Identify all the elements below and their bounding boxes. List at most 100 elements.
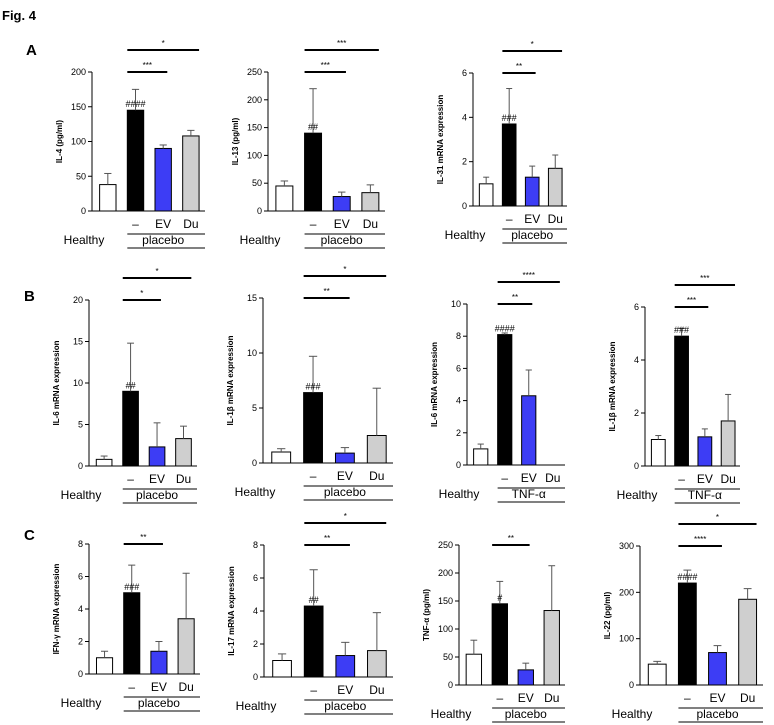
bar [335, 655, 356, 678]
y-tick-label: 0 [78, 461, 83, 471]
category-label: EV [149, 472, 165, 486]
significance-mark: #### [125, 99, 145, 109]
bar [95, 657, 114, 675]
y-tick-label: 15 [73, 337, 83, 347]
group-label-treatment: placebo [136, 488, 178, 502]
significance-label: *** [337, 39, 346, 48]
group-label-treatment: placebo [511, 228, 553, 242]
bar [126, 109, 145, 212]
bar [361, 192, 380, 212]
chart-7: 0 2 4 6 IL-1β mRNA expression ### – EV Du *** *** H… [608, 274, 740, 504]
y-tick-label: 6 [634, 302, 639, 312]
group-label-treatment: placebo [324, 485, 366, 499]
bar [708, 652, 727, 686]
bar [465, 653, 483, 686]
y-tick-label: 15 [247, 293, 257, 303]
category-label: Du [545, 471, 560, 485]
category-label: – [684, 691, 691, 705]
panel-label-a: A [26, 42, 37, 59]
y-axis-label: IL-6 mRNA expression [430, 342, 439, 427]
bar [650, 439, 666, 467]
y-tick-label: 6 [78, 572, 83, 582]
bar [497, 334, 513, 466]
bar [491, 603, 508, 686]
category-label: Du [369, 683, 384, 697]
bar [543, 610, 560, 686]
y-tick-label: 2 [253, 639, 258, 649]
y-tick-label: 4 [634, 355, 639, 365]
y-tick-label: 20 [73, 295, 83, 305]
y-tick-label: 50 [443, 652, 453, 662]
bar [674, 335, 689, 467]
group-label-healthy: Healthy [64, 233, 105, 247]
category-label: EV [334, 217, 350, 231]
y-tick-label: 4 [78, 604, 83, 614]
significance-label: **** [523, 271, 535, 280]
bar [547, 167, 563, 207]
y-tick-label: 200 [619, 587, 634, 597]
significance-mark: ### [124, 582, 139, 592]
significance-label: * [162, 39, 165, 48]
significance-mark: #### [677, 572, 697, 582]
y-tick-label: 200 [71, 67, 86, 77]
bar [154, 147, 172, 212]
y-tick-label: 150 [438, 596, 453, 606]
category-label: Du [183, 217, 198, 231]
chart-10: 0 50 100 150 200 250 TNF-α (pg/ml) # – EV Du ** Heal… [422, 534, 565, 723]
bar [334, 452, 355, 464]
category-label: Du [363, 217, 378, 231]
category-label: Du [178, 680, 193, 694]
y-tick-label: 8 [253, 540, 258, 550]
group-label-treatment: TNF-α [688, 488, 722, 502]
category-label: – [506, 212, 513, 226]
group-label-healthy: Healthy [235, 485, 276, 499]
bar [95, 458, 113, 467]
y-tick-label: 0 [448, 680, 453, 690]
y-tick-label: 50 [252, 178, 262, 188]
significance-label: * [716, 513, 719, 522]
category-label: – [310, 683, 317, 697]
y-tick-label: 100 [619, 634, 634, 644]
category-label: – [501, 471, 508, 485]
y-tick-label: 0 [252, 458, 257, 468]
bar [677, 582, 697, 686]
bar [367, 650, 387, 678]
y-tick-label: 0 [629, 680, 634, 690]
category-label: EV [709, 691, 725, 705]
y-axis-label: IL-13 (pg/ml) [231, 117, 240, 165]
y-axis-label: IFN-γ mRNA expression [52, 563, 61, 654]
panel-label-b: B [24, 288, 35, 305]
significance-label: ** [140, 533, 146, 542]
bar [720, 420, 736, 467]
y-tick-label: 0 [81, 206, 86, 216]
group-label-treatment: placebo [321, 233, 363, 247]
bar [304, 132, 323, 212]
bar [175, 438, 192, 467]
category-label: – [678, 472, 685, 486]
significance-label: ** [516, 62, 522, 71]
significance-mark: ### [674, 325, 689, 335]
y-tick-label: 150 [247, 123, 262, 133]
y-tick-label: 250 [438, 540, 453, 550]
group-label-healthy: Healthy [61, 696, 102, 710]
significance-label: * [140, 289, 143, 298]
group-label-healthy: Healthy [61, 488, 102, 502]
category-label: – [310, 469, 317, 483]
significance-label: *** [321, 61, 330, 70]
y-tick-label: 5 [252, 403, 257, 413]
significance-label: * [155, 267, 158, 276]
bar [478, 183, 494, 207]
significance-label: * [531, 40, 534, 49]
y-tick-label: 0 [78, 669, 83, 679]
category-label: EV [155, 217, 171, 231]
significance-label: *** [687, 296, 696, 305]
group-label-treatment: placebo [505, 707, 547, 721]
category-label: – [127, 472, 134, 486]
bar [123, 592, 141, 675]
